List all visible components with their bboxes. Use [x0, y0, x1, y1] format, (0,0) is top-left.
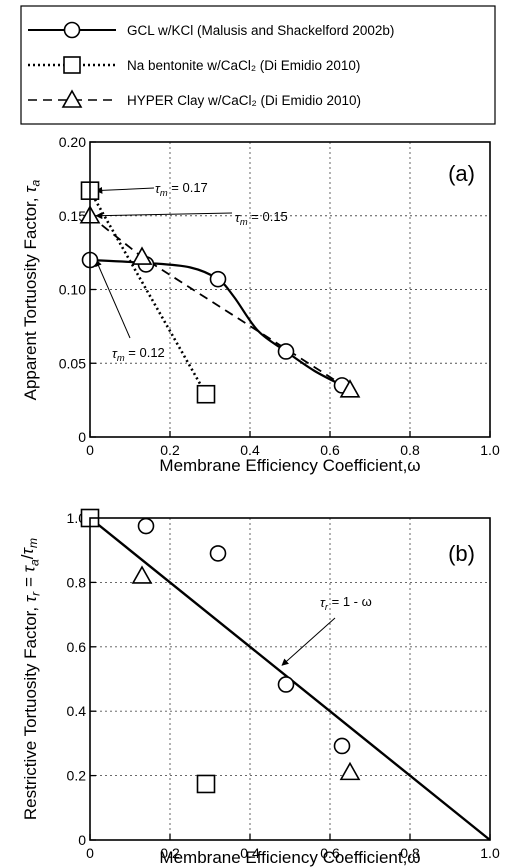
panel-a-point-circle [277, 343, 295, 360]
panel-b-ytick-label: 0.6 [67, 639, 87, 655]
panel-b-ytick-label: 0.8 [67, 574, 87, 590]
panel-a-annotation-arrow [95, 212, 233, 220]
panel-b-xtick-label: 0.8 [400, 845, 420, 861]
panel-a-ticks: 0 0.2 0.4 0.6 0.8 1.0 0 0.05 0.10 0.15 0.20 [59, 134, 500, 458]
panel-a-grid [90, 142, 490, 437]
panel-a-xtick-label: 0.8 [400, 442, 420, 458]
panel-a-point-circle [209, 270, 227, 288]
panel-a-annotation-arrow [95, 259, 131, 339]
panel-a-annotation-label: τm​ = 0.17 [155, 180, 208, 198]
panel-a-annotation-arrow [95, 186, 155, 194]
panel-b-point-triangle [339, 761, 361, 781]
panel-a-ytick-label: 0.20 [59, 134, 86, 150]
panel-a-ytick-label: 0 [78, 429, 86, 445]
panel-b-xtick-label: 0.4 [240, 845, 260, 861]
panel-b-ytick-label: 0.4 [67, 703, 87, 719]
panel-b: 0 0.2 0.4 0.6 0.8 1.000.20.40.60.81.0 (b) Mem… [18, 508, 500, 867]
panel-b-frame [89, 517, 491, 841]
legend-entry-hyper-clay: HYPER Clay w/CaCl₂ (Di Emidio 2010) [28, 89, 361, 108]
legend-entry-na-bentonite: Na bentonite w/CaCl₂ (Di Emidio 2010) [28, 56, 360, 74]
panel-a-annotation-label: τm​ = 0.15 [235, 209, 288, 227]
panel-b-xtick-label: 0.6 [320, 845, 340, 861]
panel-b-label: (b) [448, 541, 475, 566]
panel-a-point-triangle [339, 379, 361, 398]
legend-triangle-marker [61, 89, 83, 108]
panel-a-xtick-label: 1.0 [480, 442, 500, 458]
panel-b-xtick-label: 1.0 [480, 845, 500, 861]
panel-b-ylabel: Restrictive Tortuosity Factor, τr​ = τa​… [18, 538, 43, 820]
panel-b-grid [90, 518, 490, 840]
panel-b-reference-label: τr​ = 1 - ω [320, 594, 372, 612]
panel-a-ylabel: Apparent Tortuosity Factor, τa​ [21, 179, 43, 400]
legend-square-marker [63, 56, 81, 74]
panel-a-annotations: τm​ = 0.17 τm​ = 0.15 τm​ = 0.12 [112, 180, 288, 363]
legend-label-na-bentonite: Na bentonite w/CaCl₂ (Di Emidio 2010) [127, 58, 360, 73]
panel-a-series-line-square [88, 190, 208, 395]
panel-b-point-circle [137, 517, 155, 535]
panel-a-point-square [196, 384, 216, 404]
panel-b-xtick-label: 0 [86, 845, 94, 861]
legend: GCL w/KCl (Malusis and Shackelford 2002b… [20, 5, 496, 125]
legend-label-hyper-clay: HYPER Clay w/CaCl₂ (Di Emidio 2010) [127, 93, 361, 108]
panel-a-xtick-label: 0 [86, 442, 94, 458]
panel-a-markers [79, 181, 361, 404]
panel-b-xtick-label: 0.2 [160, 845, 180, 861]
panel-a-annotation-label: τm​ = 0.12 [112, 345, 165, 363]
legend-entry-gcl: GCL w/KCl (Malusis and Shackelford 2002b… [28, 21, 394, 39]
panel-a: 0 0.2 0.4 0.6 0.8 1.0 0 0.05 0.10 0.15 0.20 (a) Me… [21, 134, 500, 475]
panel-a-xtick-label: 0.6 [320, 442, 340, 458]
panel-a-annotation-arrows [95, 186, 233, 339]
panel-a-ytick-label: 0.05 [59, 355, 86, 371]
panel-a-point-triangle [131, 246, 153, 265]
panel-a-xtick-label: 0.4 [240, 442, 260, 458]
panel-b-ytick-label: 0 [78, 832, 86, 848]
panel-b-point-circle [277, 676, 295, 693]
panel-b-point-square [196, 774, 216, 794]
panel-b-annotations: τr​ = 1 - ω [281, 594, 372, 666]
panel-a-xtick-label: 0.2 [160, 442, 180, 458]
panel-a-label: (a) [448, 161, 475, 186]
panel-b-ytick-label: 0.2 [67, 768, 87, 784]
panel-b-point-triangle [131, 565, 153, 584]
panel-a-frame [89, 141, 491, 438]
panel-a-ytick-label: 0.10 [59, 282, 86, 298]
panel-a-xlabel: Membrane Efficiency Coefficient,ω [159, 456, 420, 475]
legend-label-gcl: GCL w/KCl (Malusis and Shackelford 2002b… [127, 23, 394, 38]
panel-b-markers [80, 508, 361, 794]
panel-a-ytick-label: 0.15 [59, 208, 86, 224]
panel-b-reference-arrow [281, 617, 336, 666]
panel-b-point-circle [333, 737, 351, 755]
legend-circle-marker [63, 21, 81, 39]
panel-b-xlabel: Membrane Efficiency Coefficient,ω [159, 848, 420, 867]
panel-b-point-circle [209, 545, 227, 562]
panel-a-series-line-circle [89, 258, 343, 387]
